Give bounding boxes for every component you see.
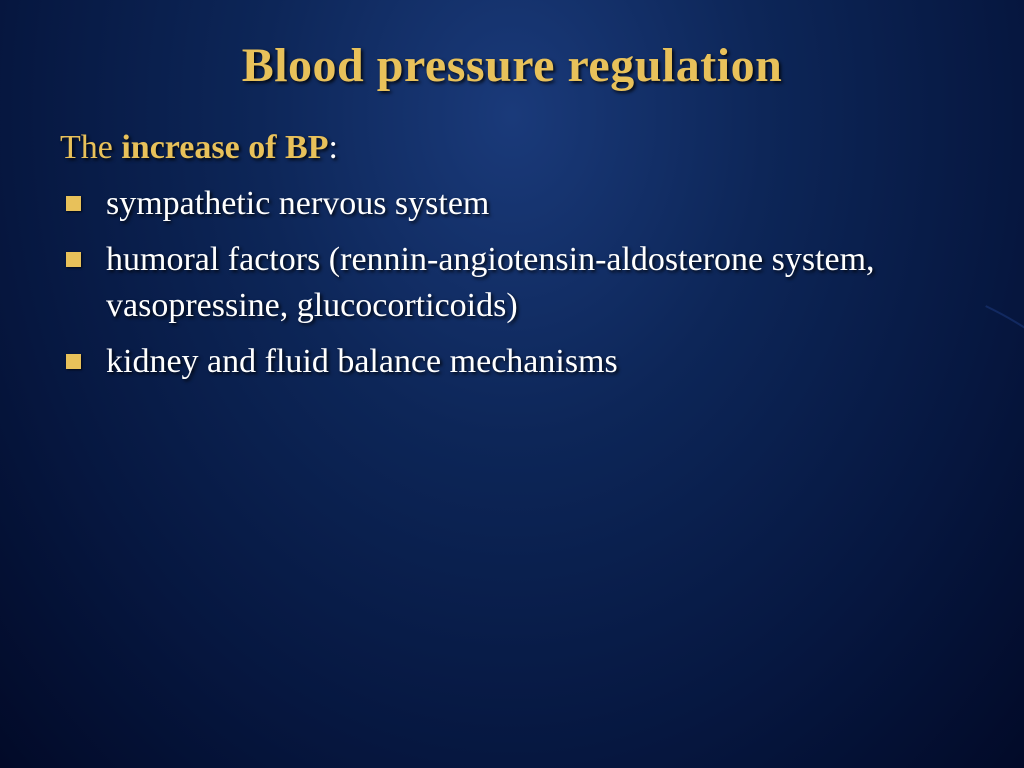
- subhead-suffix: :: [328, 129, 337, 166]
- slide-title: Blood pressure regulation: [50, 38, 974, 93]
- list-item: sympathetic nervous system: [60, 181, 974, 227]
- subhead-prefix: The: [60, 129, 121, 166]
- slide-subhead: The increase of BP:: [60, 129, 974, 167]
- subhead-bold: increase of BP: [121, 129, 328, 166]
- slide-container: Blood pressure regulation The increase o…: [0, 0, 1024, 768]
- bullet-list: sympathetic nervous system humoral facto…: [60, 181, 974, 385]
- list-item: humoral factors (rennin-angiotensin-aldo…: [60, 237, 974, 329]
- list-item: kidney and fluid balance mechanisms: [60, 339, 974, 385]
